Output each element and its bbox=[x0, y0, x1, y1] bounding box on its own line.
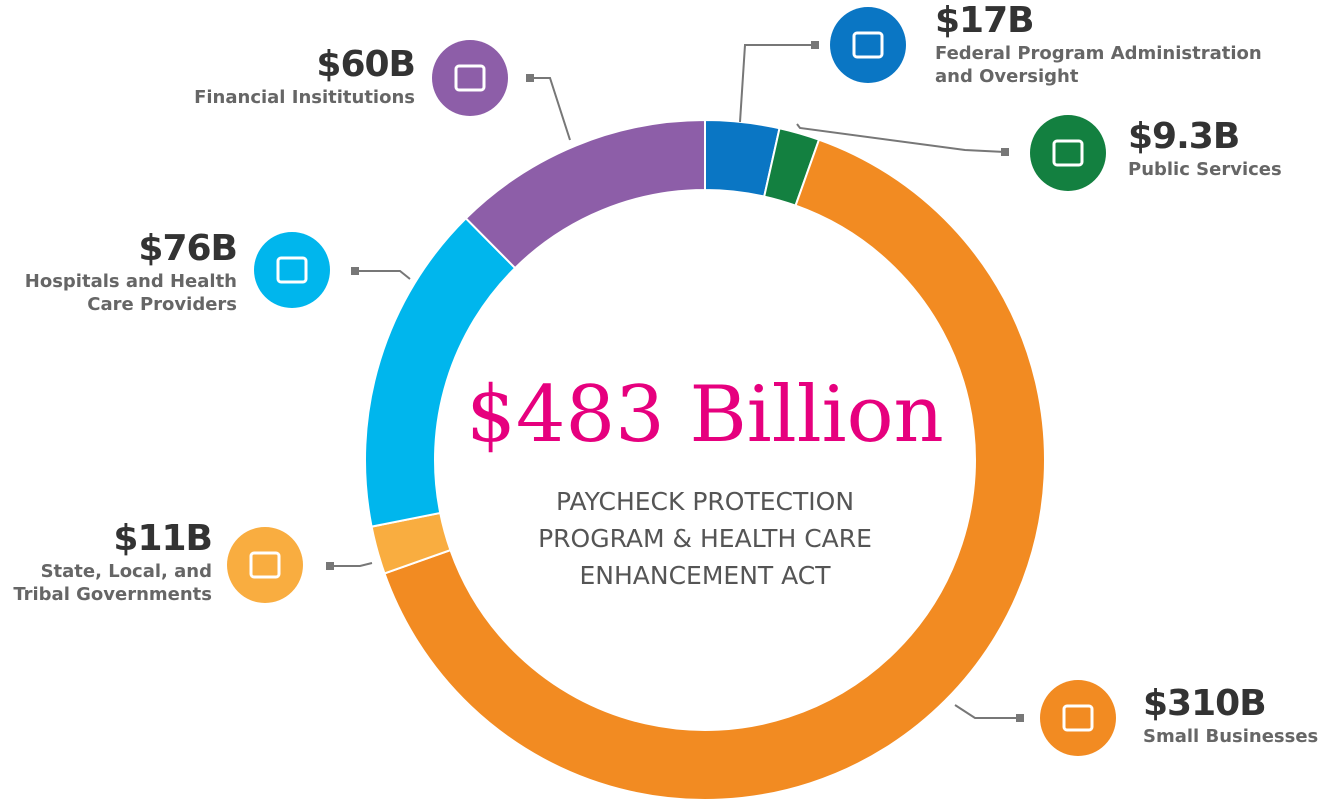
leader-end bbox=[526, 74, 534, 82]
category-icon bbox=[432, 40, 508, 116]
value-label: $310B bbox=[1143, 683, 1267, 724]
value-label: $17B bbox=[935, 0, 1035, 41]
value-label: $11B bbox=[113, 518, 213, 559]
leader-line bbox=[330, 562, 373, 567]
donut-segment bbox=[383, 138, 1046, 801]
segment-label: $310B Small Businesses bbox=[1143, 683, 1322, 748]
leader-end bbox=[1001, 148, 1009, 156]
leader-end bbox=[351, 267, 359, 275]
category-label: Public Services bbox=[1128, 159, 1282, 180]
segment-label: $60B Financial Insititutions bbox=[175, 44, 416, 109]
category-icon bbox=[1040, 680, 1116, 756]
icon-glyph bbox=[1062, 704, 1094, 732]
category-icon bbox=[830, 7, 906, 83]
category-label: Financial Insititutions bbox=[194, 87, 415, 108]
category-icon bbox=[254, 232, 330, 308]
leader-line bbox=[530, 77, 571, 141]
value-label: $60B bbox=[316, 44, 416, 85]
leader-line bbox=[954, 704, 1020, 719]
category-label: State, Local, and Tribal Governments bbox=[13, 561, 212, 605]
category-icon bbox=[1030, 115, 1106, 191]
leader-end bbox=[811, 41, 819, 49]
leader-end bbox=[1016, 714, 1024, 722]
leader-line bbox=[739, 44, 815, 123]
category-label: Hospitals and Health Care Providers bbox=[24, 271, 237, 315]
icon-glyph bbox=[454, 64, 486, 92]
icon-glyph bbox=[852, 31, 884, 59]
leader-end bbox=[326, 562, 334, 570]
chart-title: $483 Billion bbox=[466, 370, 944, 460]
leader-line bbox=[355, 270, 411, 280]
category-icon bbox=[227, 527, 303, 603]
icon-glyph bbox=[249, 551, 281, 579]
segment-label: $11B State, Local, and Tribal Governments bbox=[12, 518, 213, 606]
donut-segment bbox=[464, 118, 706, 270]
category-label: Federal Program Administration and Overs… bbox=[935, 43, 1262, 87]
segment-label: $9.3B Public Services bbox=[1128, 116, 1322, 181]
value-label: $9.3B bbox=[1128, 116, 1240, 157]
icon-glyph bbox=[1052, 139, 1084, 167]
segment-label: $76B Hospitals and Health Care Providers bbox=[12, 228, 238, 316]
icon-glyph bbox=[276, 256, 308, 284]
leader-line bbox=[796, 123, 1006, 153]
segment-label: $17B Federal Program Administration and O… bbox=[935, 0, 1295, 88]
chart-subtitle: PAYCHECK PROTECTION PROGRAM & HEALTH CAR… bbox=[538, 487, 872, 590]
category-label: Small Businesses bbox=[1143, 726, 1319, 747]
value-label: $76B bbox=[138, 228, 238, 269]
